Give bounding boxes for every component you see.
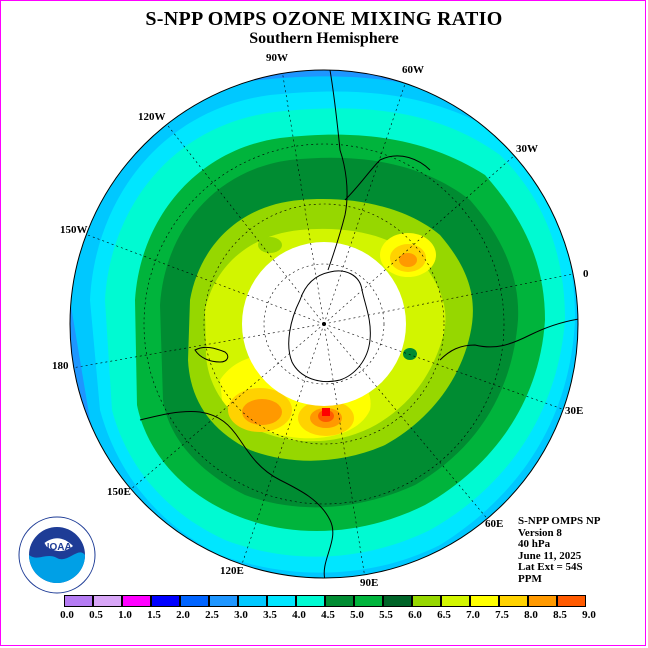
colorbar-tick-label: 0.0 [60,609,74,621]
lon-label-90w: 90W [266,52,288,64]
colorbar-cell [528,595,557,607]
band-7-5-c [399,253,417,267]
colorbar-cell [238,595,267,607]
band-8-5 [322,408,330,416]
lon-label-180: 180 [52,360,69,372]
band-7-5-a [242,399,282,425]
colorbar-tick-label: 1.0 [118,609,132,621]
colorbar-tick-label: 6.5 [437,609,451,621]
south-america-east-coast [344,155,431,201]
antarctica-outline [288,270,371,383]
colorbar-cell [499,595,528,607]
lon-label-30e: 30E [565,405,584,417]
colorbar-tick-label: 5.0 [350,609,364,621]
lon-label-120w: 120W [138,111,166,123]
info-version: Version 8 [518,526,562,539]
colorbar-cell [296,595,325,607]
colorbar-cell [93,595,122,607]
colorbar-tick-label: 8.5 [553,609,567,621]
info-lat-extent: Lat Ext = 54S [518,561,583,573]
colorbar-cell [151,595,180,607]
colorbar-tick-label: 0.5 [89,609,103,621]
band-5-0-c [403,348,417,360]
colorbar-cell [383,595,412,607]
lon-label-60w: 60W [402,64,424,76]
info-panel: S-NPP OMPS NP Version 8 40 hPa June 11, … [518,515,601,585]
lon-label-120e: 120E [220,565,244,577]
colorbar-cell [441,595,470,607]
colorbar-cell [325,595,354,607]
colorbar-tick-label: 3.0 [234,609,248,621]
colorbar-cell [412,595,441,607]
map-subtitle: Southern Hemisphere [249,30,399,47]
colorbar-tick-label: 2.5 [205,609,219,621]
colorbar-tick-label: 9.0 [582,609,596,621]
colorbar-tick-label: 4.5 [321,609,335,621]
colorbar-tick-label: 7.5 [495,609,509,621]
colorbar-cell [64,595,93,607]
colorbar-cell [122,595,151,607]
colorbar-cell [470,595,499,607]
south-pole-marker [322,322,326,326]
australia-outline [139,411,334,578]
lon-label-0: 0 [583,268,589,280]
new-zealand-outline [194,346,229,363]
info-units: PPM [518,572,542,585]
colorbar-tick-label: 6.0 [408,609,422,621]
colorbar-tick-label: 3.5 [263,609,277,621]
colorbar-cell [267,595,296,607]
south-america-outline [327,70,348,271]
noaa-logo-text: NOAA [42,542,71,553]
colorbar-tick-label: 8.0 [524,609,538,621]
band-5-5-c [258,237,282,253]
graticule [71,70,578,578]
lon-label-150e: 150E [107,486,131,498]
colorbar-cell [180,595,209,607]
map-title: S-NPP OMPS OZONE MIXING RATIO [145,8,503,30]
colorbar-cell [557,595,586,607]
ozone-field [70,70,578,578]
colorbar-cell [354,595,383,607]
colorbar-tick-label: 2.0 [176,609,190,621]
colorbar-tick-label: 5.5 [379,609,393,621]
map-boundary-circle [69,69,579,579]
info-date: June 11, 2025 [518,549,582,562]
lon-label-60e: 60E [485,518,504,530]
colorbar-cell [209,595,238,607]
noaa-logo: NOAA [18,516,96,594]
colorbar-tick-label: 7.0 [466,609,480,621]
info-pressure-level: 40 hPa [518,538,551,550]
info-instrument: S-NPP OMPS NP [518,515,601,527]
lon-label-90e: 90E [360,577,379,589]
colorbar-tick-label: 1.5 [147,609,161,621]
colorbar-tick-label: 4.0 [292,609,306,621]
lon-label-150w: 150W [60,224,88,236]
lon-label-30w: 30W [516,143,538,155]
